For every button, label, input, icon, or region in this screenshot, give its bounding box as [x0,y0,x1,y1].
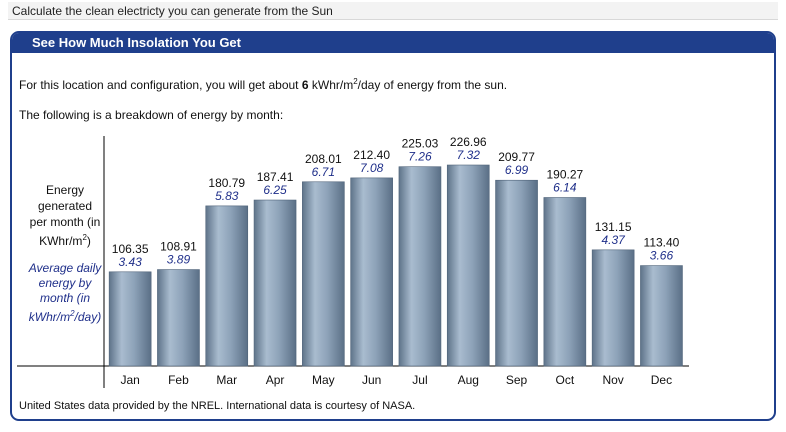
monthly-value-label: 113.40 [644,236,680,250]
daily-axis-label: Average daily energy by month (in kWhr/m… [20,261,110,325]
top-bar: Calculate the clean electricty you can g… [8,2,778,20]
daily-value-label: 6.14 [553,180,577,194]
daily-axis-label-line: kWhr/m2/day) [28,309,102,324]
bar [350,177,393,367]
daily-axis-label-line: energy by [38,276,92,290]
bar [495,179,538,367]
insolation-panel: See How Much Insolation You Get For this… [10,31,776,421]
summary-value: 6 [301,78,309,92]
x-tick-label: Dec [651,373,672,387]
daily-value-label: 7.32 [457,148,481,162]
x-tick-label: Apr [266,373,285,387]
daily-value-label: 6.99 [505,163,529,177]
daily-value-label: 7.26 [408,150,432,164]
monthly-axis-label-line: generated [37,199,93,213]
monthly-value-label: 106.35 [112,242,149,256]
daily-axis-label-line: month (in [39,291,91,305]
bar [205,205,249,367]
summary-before: For this location and configuration, you… [19,78,302,92]
monthly-value-label: 190.27 [546,167,583,181]
breakdown-text: The following is a breakdown of energy b… [19,108,284,122]
bar [446,164,490,367]
daily-value-label: 3.89 [167,253,191,267]
summary-text: For this location and configuration, you… [19,77,507,92]
daily-value-label: 3.66 [650,249,674,263]
monthly-axis-label-line: per month (in [29,215,101,229]
x-tick-label: Jan [120,373,139,387]
x-tick-label: Feb [168,373,189,387]
daily-value-label: 3.43 [118,255,142,269]
x-tick-label: Aug [458,373,479,387]
daily-value-label: 5.83 [215,189,239,203]
x-tick-label: Nov [602,373,623,387]
bar [591,249,635,367]
monthly-value-label: 212.40 [353,148,390,162]
monthly-value-label: 226.96 [450,135,487,149]
monthly-value-label: 108.91 [160,240,197,254]
panel-title: See How Much Insolation You Get [12,33,774,53]
x-tick-label: Sep [506,373,528,387]
summary-unit: kWhr/m [308,78,354,92]
daily-value-label: 6.71 [312,165,335,179]
x-tick-label: Jun [362,373,381,387]
daily-value-label: 4.37 [601,233,626,247]
daily-value-label: 6.25 [263,183,287,197]
monthly-value-label: 131.15 [595,220,632,234]
bar [253,199,297,367]
daily-value-label: 7.08 [360,161,384,175]
bar [157,269,200,367]
bar [543,197,587,367]
energy-bar-chart: 106.353.43 Jan 108.913.89 Feb 180.795.83 Mar 1… [17,135,689,388]
monthly-axis-label-line: KWhr/m2) [39,233,91,248]
x-tick-label: Mar [216,373,237,387]
monthly-value-label: 187.41 [257,170,294,184]
monthly-value-label: 209.77 [498,150,535,164]
monthly-value-label: 225.03 [402,137,439,151]
top-bar-text: Calculate the clean electricty you can g… [12,4,333,18]
daily-axis-label-line: Average daily [28,261,102,275]
bar [398,166,442,367]
summary-unit-sup: 2 [353,77,358,86]
bar [302,181,345,367]
x-tick-label: May [312,373,335,387]
x-tick-label: Jul [412,373,427,387]
summary-after: /day of energy from the sun. [357,78,508,92]
bar [108,271,152,367]
monthly-axis-label-line: Energy [45,183,85,197]
bar [640,265,683,367]
monthly-value-label: 180.79 [208,176,245,190]
x-tick-label: Oct [556,373,575,387]
monthly-value-label: 208.01 [305,152,342,166]
data-source-note: United States data provided by the NREL.… [19,400,416,412]
monthly-axis-label: Energy generated per month (in KWhr/m2) [20,182,110,249]
